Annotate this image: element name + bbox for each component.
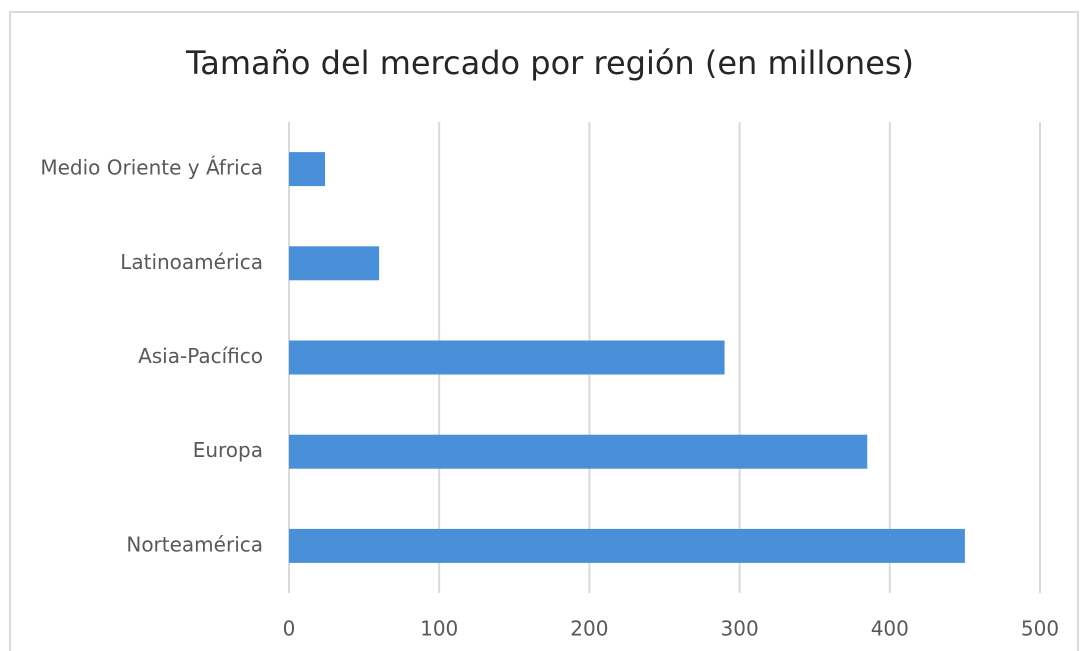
x-tick-label: 0 (283, 617, 296, 641)
bar (289, 246, 380, 281)
bar (289, 434, 868, 469)
bar (289, 152, 326, 187)
x-tick-label: 100 (420, 617, 458, 641)
y-tick-label: Medio Oriente y África (40, 156, 263, 180)
y-tick-label: Norteamérica (126, 532, 263, 556)
y-tick-label: Asia-Pacífico (138, 344, 263, 368)
bar (289, 528, 965, 563)
y-tick-label: Latinoamérica (120, 250, 263, 274)
x-tick-label: 200 (570, 617, 608, 641)
chart-title: Tamaño del mercado por región (en millon… (185, 44, 914, 82)
bar (289, 340, 725, 375)
x-tick-label: 400 (871, 617, 909, 641)
x-tick-label: 500 (1021, 617, 1059, 641)
x-tick-label: 300 (721, 617, 759, 641)
y-tick-label: Europa (193, 438, 263, 462)
